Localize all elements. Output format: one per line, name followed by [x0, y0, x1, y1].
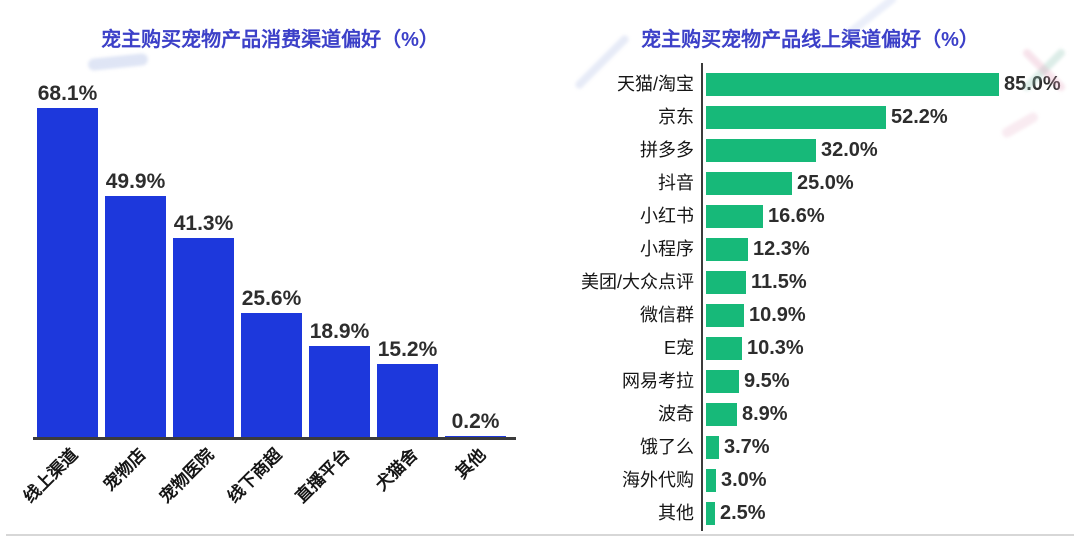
- bar-value-label: 32.0%: [821, 139, 878, 161]
- bar-value-label: 11.5%: [751, 271, 807, 293]
- bar-value-label: 49.9%: [105, 170, 166, 193]
- category-label: 波奇: [658, 404, 694, 424]
- bar: [706, 271, 746, 294]
- bar: [445, 436, 506, 437]
- bar-value-label: 41.3%: [173, 212, 234, 235]
- bar: [706, 304, 744, 327]
- bar: [377, 364, 438, 437]
- category-label: 直播平台: [291, 445, 353, 507]
- bar: [706, 502, 715, 525]
- bottom-divider: [6, 534, 1074, 536]
- bar-value-label: 8.9%: [742, 403, 788, 425]
- bar: [309, 346, 370, 437]
- bar: [706, 172, 792, 195]
- bar-value-label: 85.0%: [1004, 73, 1061, 95]
- bar-value-label: 52.2%: [891, 106, 948, 128]
- bar: [706, 370, 739, 393]
- bar-value-label: 2.5%: [720, 502, 766, 524]
- bar: [706, 403, 737, 426]
- category-label: 饿了么: [640, 437, 694, 457]
- chart-online-channel-preference: 宠主购买宠物产品线上渠道偏好（%） 天猫/淘宝 85.0% 京东 52.2% 拼多多 32…: [540, 0, 1080, 543]
- category-label: 线上渠道: [19, 445, 81, 507]
- bar-value-label: 16.6%: [768, 205, 825, 227]
- bar-value-label: 9.5%: [744, 370, 790, 392]
- category-label: 犬猫舍: [371, 445, 421, 495]
- bar: [37, 108, 98, 437]
- bar: [105, 196, 166, 437]
- category-label: 天猫/淘宝: [616, 74, 694, 94]
- category-label: 小红书: [640, 206, 694, 226]
- category-label: 小程序: [640, 239, 694, 259]
- bar-value-label: 0.2%: [451, 410, 500, 433]
- bar-value-label: 15.2%: [377, 338, 438, 361]
- category-label: 海外代购: [622, 470, 694, 490]
- bar: [706, 436, 719, 459]
- x-axis-line: [33, 437, 516, 440]
- category-label: 网易考拉: [622, 371, 694, 391]
- category-label: 抖音: [658, 173, 694, 193]
- bar: [173, 238, 234, 437]
- category-label: 宠物医院: [155, 445, 217, 507]
- bar: [706, 139, 816, 162]
- left-plot-area: 68.1% 线上渠道 49.9% 宠物店 41.3% 宠物医院 25.6% 线下商超 18.9%…: [19, 82, 516, 507]
- category-label: 线下商超: [223, 445, 285, 507]
- right-plot-area: 天猫/淘宝 85.0% 京东 52.2% 拼多多 32.0% 抖音 25.0% 小红书 16.6%…: [540, 0, 1080, 543]
- category-label: 微信群: [640, 305, 694, 325]
- category-label: 拼多多: [640, 140, 694, 160]
- category-label: 美团/大众点评: [580, 272, 694, 292]
- bar-value-label: 18.9%: [309, 320, 370, 343]
- chart-title-right: 宠主购买宠物产品线上渠道偏好（%）: [641, 29, 979, 51]
- category-label: E宠: [663, 338, 694, 358]
- bar-value-label: 25.0%: [797, 172, 854, 194]
- bar: [706, 469, 716, 492]
- category-label: 京东: [658, 107, 694, 127]
- bar-value-label: 68.1%: [37, 82, 98, 105]
- bar: [706, 106, 886, 129]
- bar: [706, 337, 742, 360]
- bar: [706, 205, 763, 228]
- bar-value-label: 10.9%: [749, 304, 806, 326]
- bar-value-label: 3.7%: [724, 436, 770, 458]
- chart-consumption-channel-preference: 宠主购买宠物产品消费渠道偏好（%） 68.1% 线上渠道 49.9% 宠物店 41.3%…: [19, 29, 516, 507]
- bar-value-label: 10.3%: [747, 337, 804, 359]
- bar-value-label: 12.3%: [753, 238, 810, 260]
- chart-title-left: 宠主购买宠物产品消费渠道偏好（%）: [101, 29, 439, 51]
- bar-value-label: 3.0%: [721, 469, 767, 491]
- bar: [241, 313, 302, 437]
- bar-value-label: 25.6%: [241, 287, 302, 310]
- y-axis-line: [701, 63, 703, 531]
- bar: [706, 73, 999, 96]
- category-label: 其他: [451, 445, 489, 483]
- category-label: 宠物店: [99, 445, 149, 495]
- category-label: 其他: [658, 503, 694, 523]
- bar: [706, 238, 748, 261]
